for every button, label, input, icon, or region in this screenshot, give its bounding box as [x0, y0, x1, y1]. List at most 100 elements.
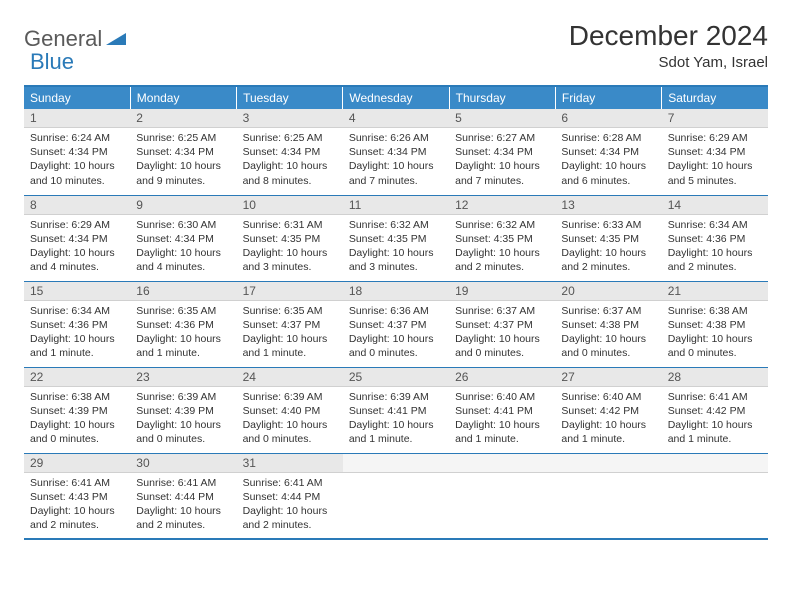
- calendar-cell: 4Sunrise: 6:26 AMSunset: 4:34 PMDaylight…: [343, 109, 449, 195]
- day-content: Sunrise: 6:34 AMSunset: 4:36 PMDaylight:…: [662, 215, 768, 279]
- sunrise-text: Sunrise: 6:38 AM: [668, 304, 762, 318]
- daylight-text: Daylight: 10 hours and 8 minutes.: [243, 159, 337, 187]
- sunset-text: Sunset: 4:38 PM: [561, 318, 655, 332]
- weekday-header: Tuesday: [237, 86, 343, 109]
- sunset-text: Sunset: 4:34 PM: [30, 145, 124, 159]
- day-number: 25: [343, 368, 449, 387]
- daylight-text: Daylight: 10 hours and 1 minute.: [30, 332, 124, 360]
- weekday-header: Thursday: [449, 86, 555, 109]
- day-content: Sunrise: 6:38 AMSunset: 4:39 PMDaylight:…: [24, 387, 130, 451]
- day-content: Sunrise: 6:29 AMSunset: 4:34 PMDaylight:…: [662, 128, 768, 192]
- calendar-cell: 11Sunrise: 6:32 AMSunset: 4:35 PMDayligh…: [343, 195, 449, 281]
- calendar-cell: 1Sunrise: 6:24 AMSunset: 4:34 PMDaylight…: [24, 109, 130, 195]
- calendar-cell: 12Sunrise: 6:32 AMSunset: 4:35 PMDayligh…: [449, 195, 555, 281]
- sunset-text: Sunset: 4:37 PM: [243, 318, 337, 332]
- calendar-cell: 15Sunrise: 6:34 AMSunset: 4:36 PMDayligh…: [24, 281, 130, 367]
- sunrise-text: Sunrise: 6:41 AM: [30, 476, 124, 490]
- calendar-cell-empty: ..: [662, 453, 768, 539]
- calendar-cell: 14Sunrise: 6:34 AMSunset: 4:36 PMDayligh…: [662, 195, 768, 281]
- day-content: Sunrise: 6:24 AMSunset: 4:34 PMDaylight:…: [24, 128, 130, 192]
- day-content: Sunrise: 6:35 AMSunset: 4:37 PMDaylight:…: [237, 301, 343, 365]
- day-content: Sunrise: 6:25 AMSunset: 4:34 PMDaylight:…: [130, 128, 236, 192]
- day-content: Sunrise: 6:39 AMSunset: 4:39 PMDaylight:…: [130, 387, 236, 451]
- sunset-text: Sunset: 4:41 PM: [455, 404, 549, 418]
- sunrise-text: Sunrise: 6:25 AM: [243, 131, 337, 145]
- sunrise-text: Sunrise: 6:39 AM: [349, 390, 443, 404]
- day-content: Sunrise: 6:27 AMSunset: 4:34 PMDaylight:…: [449, 128, 555, 192]
- day-number: 23: [130, 368, 236, 387]
- calendar-cell-empty: ..: [449, 453, 555, 539]
- day-content: Sunrise: 6:41 AMSunset: 4:44 PMDaylight:…: [130, 473, 236, 537]
- day-content: Sunrise: 6:35 AMSunset: 4:36 PMDaylight:…: [130, 301, 236, 365]
- daylight-text: Daylight: 10 hours and 10 minutes.: [30, 159, 124, 187]
- calendar-cell: 24Sunrise: 6:39 AMSunset: 4:40 PMDayligh…: [237, 367, 343, 453]
- day-number: 27: [555, 368, 661, 387]
- logo-text-blue: Blue: [30, 49, 74, 74]
- day-content: Sunrise: 6:41 AMSunset: 4:44 PMDaylight:…: [237, 473, 343, 537]
- header-right: December 2024 Sdot Yam, Israel: [569, 20, 768, 71]
- sunrise-text: Sunrise: 6:31 AM: [243, 218, 337, 232]
- day-number: 6: [555, 109, 661, 128]
- calendar-cell: 9Sunrise: 6:30 AMSunset: 4:34 PMDaylight…: [130, 195, 236, 281]
- sunset-text: Sunset: 4:40 PM: [243, 404, 337, 418]
- sunset-text: Sunset: 4:37 PM: [455, 318, 549, 332]
- sunrise-text: Sunrise: 6:35 AM: [243, 304, 337, 318]
- day-number: 13: [555, 196, 661, 215]
- day-number: 26: [449, 368, 555, 387]
- daylight-text: Daylight: 10 hours and 1 minute.: [243, 332, 337, 360]
- day-content: Sunrise: 6:38 AMSunset: 4:38 PMDaylight:…: [662, 301, 768, 365]
- calendar-cell: 8Sunrise: 6:29 AMSunset: 4:34 PMDaylight…: [24, 195, 130, 281]
- calendar-cell: 23Sunrise: 6:39 AMSunset: 4:39 PMDayligh…: [130, 367, 236, 453]
- day-number: 19: [449, 282, 555, 301]
- sunrise-text: Sunrise: 6:40 AM: [455, 390, 549, 404]
- calendar-cell: 5Sunrise: 6:27 AMSunset: 4:34 PMDaylight…: [449, 109, 555, 195]
- month-title: December 2024: [569, 20, 768, 52]
- sunset-text: Sunset: 4:36 PM: [30, 318, 124, 332]
- day-number: 1: [24, 109, 130, 128]
- calendar-cell: 3Sunrise: 6:25 AMSunset: 4:34 PMDaylight…: [237, 109, 343, 195]
- day-number: 16: [130, 282, 236, 301]
- calendar-cell: 21Sunrise: 6:38 AMSunset: 4:38 PMDayligh…: [662, 281, 768, 367]
- daylight-text: Daylight: 10 hours and 7 minutes.: [455, 159, 549, 187]
- day-content: Sunrise: 6:36 AMSunset: 4:37 PMDaylight:…: [343, 301, 449, 365]
- day-content: Sunrise: 6:31 AMSunset: 4:35 PMDaylight:…: [237, 215, 343, 279]
- day-number: 21: [662, 282, 768, 301]
- weekday-header: Wednesday: [343, 86, 449, 109]
- calendar-cell: 19Sunrise: 6:37 AMSunset: 4:37 PMDayligh…: [449, 281, 555, 367]
- calendar-cell: 6Sunrise: 6:28 AMSunset: 4:34 PMDaylight…: [555, 109, 661, 195]
- sunset-text: Sunset: 4:35 PM: [349, 232, 443, 246]
- daylight-text: Daylight: 10 hours and 2 minutes.: [30, 504, 124, 532]
- calendar-row: 15Sunrise: 6:34 AMSunset: 4:36 PMDayligh…: [24, 281, 768, 367]
- sunset-text: Sunset: 4:34 PM: [30, 232, 124, 246]
- day-content: Sunrise: 6:39 AMSunset: 4:40 PMDaylight:…: [237, 387, 343, 451]
- day-number: 28: [662, 368, 768, 387]
- day-content: Sunrise: 6:28 AMSunset: 4:34 PMDaylight:…: [555, 128, 661, 192]
- day-number: 31: [237, 454, 343, 473]
- daylight-text: Daylight: 10 hours and 2 minutes.: [455, 246, 549, 274]
- sunset-text: Sunset: 4:34 PM: [136, 232, 230, 246]
- daylight-text: Daylight: 10 hours and 6 minutes.: [561, 159, 655, 187]
- sunrise-text: Sunrise: 6:36 AM: [349, 304, 443, 318]
- calendar-cell: 25Sunrise: 6:39 AMSunset: 4:41 PMDayligh…: [343, 367, 449, 453]
- daylight-text: Daylight: 10 hours and 3 minutes.: [243, 246, 337, 274]
- calendar-cell: 26Sunrise: 6:40 AMSunset: 4:41 PMDayligh…: [449, 367, 555, 453]
- day-content: Sunrise: 6:39 AMSunset: 4:41 PMDaylight:…: [343, 387, 449, 451]
- calendar-cell: 28Sunrise: 6:41 AMSunset: 4:42 PMDayligh…: [662, 367, 768, 453]
- daylight-text: Daylight: 10 hours and 1 minute.: [136, 332, 230, 360]
- sunset-text: Sunset: 4:34 PM: [561, 145, 655, 159]
- sunset-text: Sunset: 4:39 PM: [136, 404, 230, 418]
- logo-triangle-icon: [106, 29, 126, 50]
- day-content: Sunrise: 6:29 AMSunset: 4:34 PMDaylight:…: [24, 215, 130, 279]
- daylight-text: Daylight: 10 hours and 3 minutes.: [349, 246, 443, 274]
- sunrise-text: Sunrise: 6:32 AM: [455, 218, 549, 232]
- sunrise-text: Sunrise: 6:39 AM: [243, 390, 337, 404]
- sunset-text: Sunset: 4:44 PM: [243, 490, 337, 504]
- daylight-text: Daylight: 10 hours and 0 minutes.: [30, 418, 124, 446]
- day-content: Sunrise: 6:41 AMSunset: 4:42 PMDaylight:…: [662, 387, 768, 451]
- day-content: Sunrise: 6:41 AMSunset: 4:43 PMDaylight:…: [24, 473, 130, 537]
- calendar-table: Sunday Monday Tuesday Wednesday Thursday…: [24, 85, 768, 540]
- day-number: 3: [237, 109, 343, 128]
- day-content: Sunrise: 6:32 AMSunset: 4:35 PMDaylight:…: [449, 215, 555, 279]
- sunrise-text: Sunrise: 6:41 AM: [668, 390, 762, 404]
- calendar-cell: 13Sunrise: 6:33 AMSunset: 4:35 PMDayligh…: [555, 195, 661, 281]
